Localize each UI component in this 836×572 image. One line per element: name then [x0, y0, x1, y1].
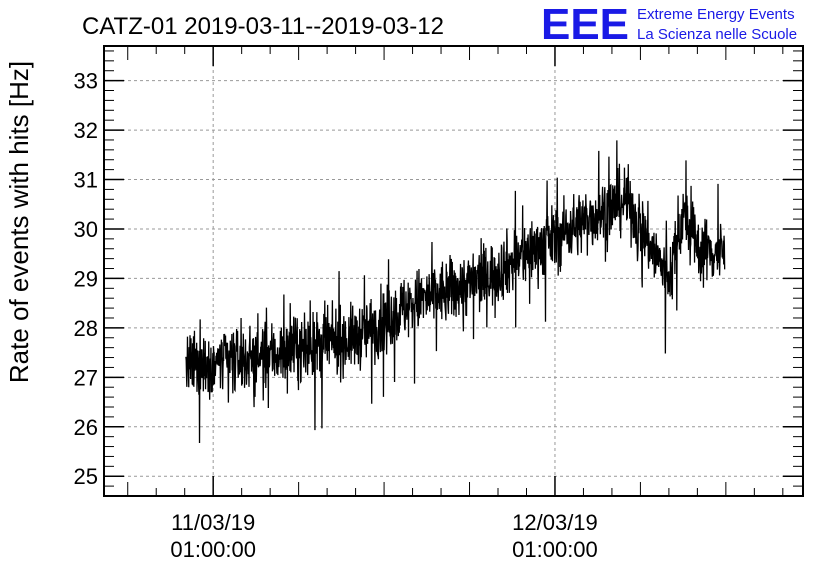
x-tick-date-label: 11/03/19 [171, 510, 255, 535]
y-tick-label: 31 [74, 168, 98, 193]
series-rate-line [185, 140, 726, 443]
y-tick-label: 29 [74, 266, 98, 291]
logo-letters: EEE [541, 0, 629, 49]
y-tick-label: 28 [74, 316, 98, 341]
y-tick-label: 32 [74, 118, 98, 143]
axis-tick-labels: 25262728293031323311/03/1901:00:0012/03/… [74, 69, 598, 562]
logo-line2: La Scienza nelle Scuole [637, 26, 797, 43]
y-tick-label: 33 [74, 69, 98, 94]
y-tick-label: 30 [74, 217, 98, 242]
y-tick-label: 27 [74, 365, 98, 390]
x-tick-date-label: 12/03/19 [512, 510, 598, 535]
axis-ticks [104, 46, 803, 497]
x-tick-time-label: 01:00:00 [170, 537, 256, 562]
eee-logo: EEE Extreme Energy Events La Scienza nel… [541, 0, 797, 49]
x-tick-time-label: 01:00:00 [512, 537, 598, 562]
plot-frame [103, 45, 804, 497]
chart-title: CATZ-01 2019-03-11--2019-03-12 [82, 13, 444, 40]
y-axis-label: Rate of events with hits [Hz] [4, 61, 34, 383]
logo-line1: Extreme Energy Events [637, 6, 795, 23]
y-tick-label: 26 [74, 415, 98, 440]
y-tick-label: 25 [74, 464, 98, 489]
